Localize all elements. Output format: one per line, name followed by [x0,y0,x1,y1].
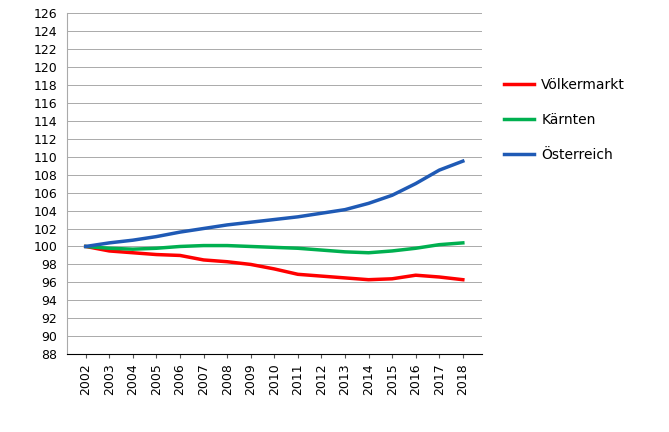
Legend: Völkermarkt, Kärnten, Österreich: Völkermarkt, Kärnten, Österreich [497,71,632,168]
